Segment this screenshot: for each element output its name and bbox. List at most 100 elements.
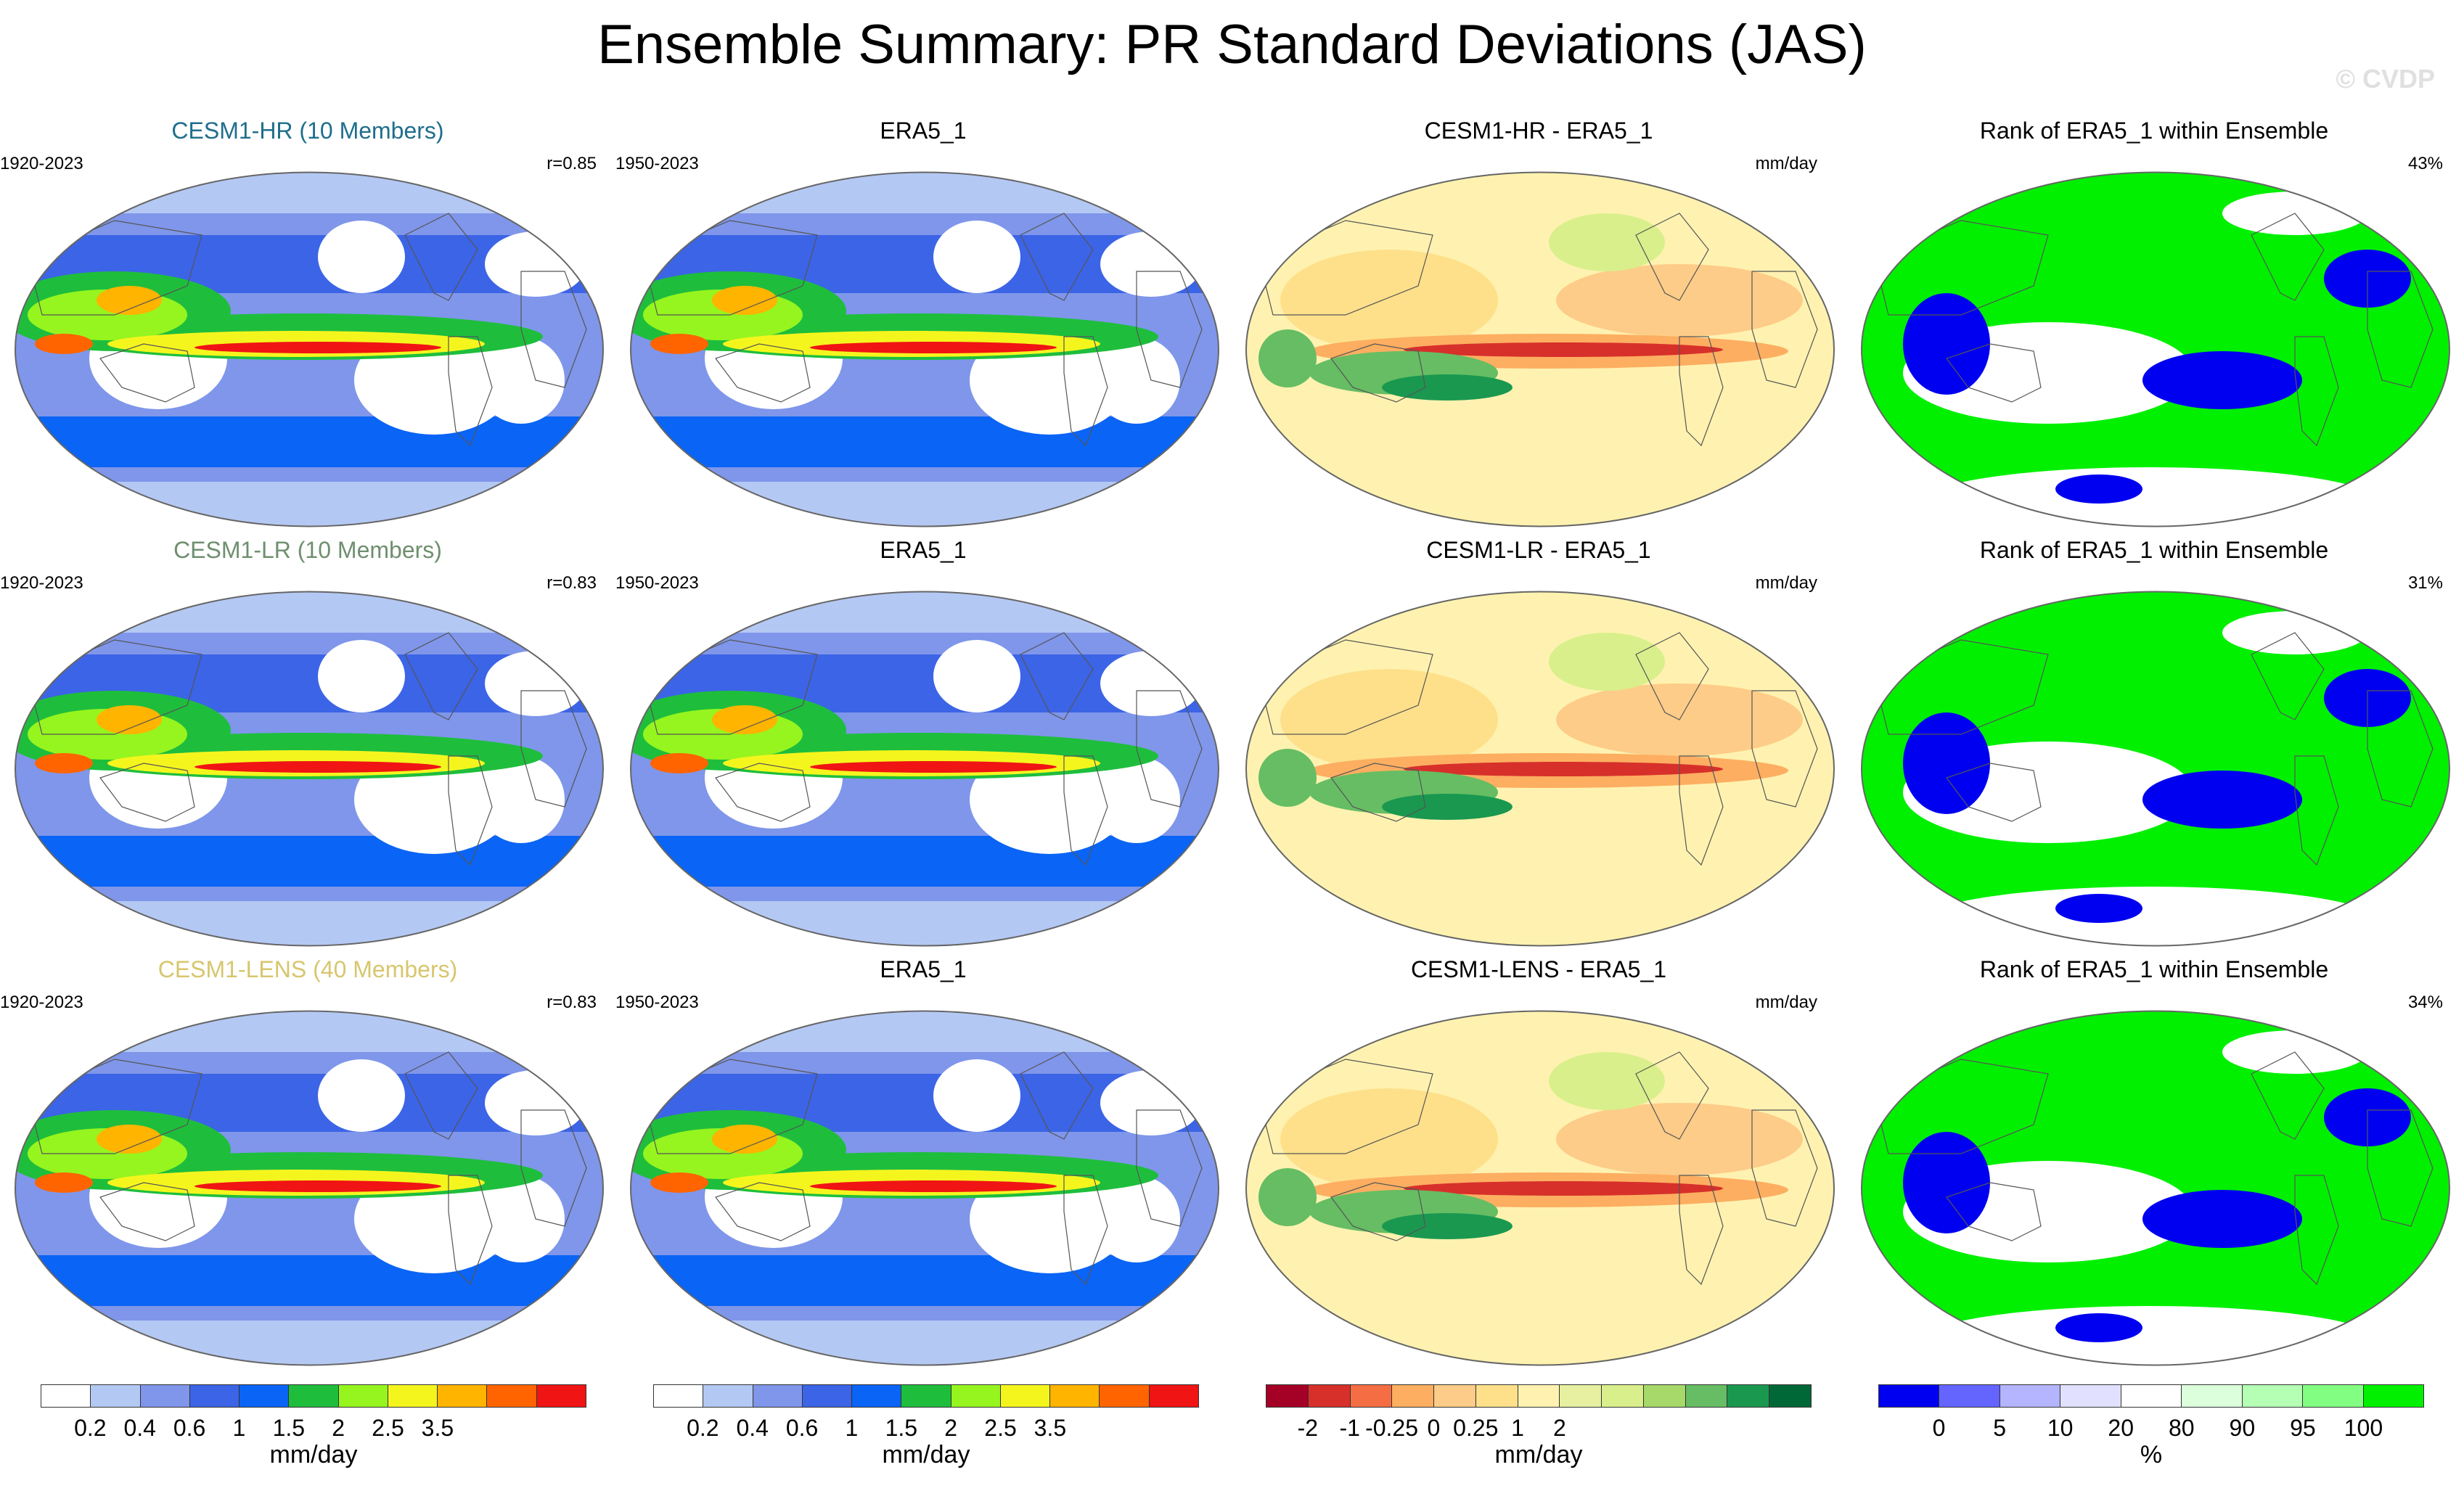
period-label: 1950-2023 (615, 993, 699, 1012)
colorbar-tick-label: 0.2 (687, 1415, 719, 1441)
panel-title: CESM1-LR - ERA5_1 (1426, 537, 1651, 563)
coastline-north-america (1020, 1051, 1094, 1140)
coastline-eurasia (642, 639, 818, 735)
rank-percentage-label: 43% (2407, 154, 2443, 173)
polar-band-south (631, 1320, 1219, 1365)
colorbar-tick-label: 5 (1993, 1415, 2007, 1441)
robinson-map (1244, 589, 1836, 948)
robinson-map (629, 170, 1221, 529)
rank-low-indian (1903, 293, 1990, 395)
coastlines (1258, 213, 1818, 447)
colorbar-box (1350, 1385, 1393, 1407)
colorbar-tick-label: 0 (1427, 1415, 1441, 1441)
south-indian-wet-core (1382, 794, 1513, 820)
panel-title: CESM1-HR (10 Members) (171, 118, 444, 144)
west-edge-wet-bias (1258, 1168, 1317, 1226)
colorbar-boxes (1266, 1384, 1812, 1408)
figure-title: Ensemble Summary: PR Standard Deviations… (597, 14, 1867, 75)
panel-obs-row2: ERA5_1 1950-2023 (615, 537, 1231, 954)
colorbar-boxes (653, 1384, 1199, 1408)
panel-diff-row2: CESM1-LR - ERA5_1 mm/day (1231, 537, 1846, 954)
map-outline (1245, 171, 1835, 527)
colorbar-box (1769, 1385, 1811, 1407)
colorbar-unit-label: mm/day (882, 1441, 970, 1469)
unit-label: mm/day (1755, 573, 1817, 593)
map-outline (1245, 1010, 1835, 1366)
colorbar-difference: mm/day -2 -1 -0.25 0 0.25 1 2 (1266, 1384, 1812, 1471)
map-model-svg (15, 1010, 604, 1366)
coastline-south-america (1063, 755, 1108, 866)
rank-low-southern-ocean (2055, 894, 2142, 923)
panel-title: Rank of ERA5_1 within Ensemble (1979, 118, 2329, 144)
period-label: 1950-2023 (615, 573, 699, 593)
dry-zone-n-pacific (318, 640, 405, 712)
colorbar-tick-label: 20 (2108, 1415, 2134, 1441)
rank-percentage-label: 34% (2407, 993, 2443, 1012)
coastline-north-america (2251, 632, 2325, 720)
colorbar-box (536, 1385, 586, 1407)
map-model-svg (15, 171, 604, 527)
coastlines (27, 1051, 587, 1286)
itcz-max (810, 761, 1057, 773)
panel-diff-row3: CESM1-LENS - ERA5_1 mm/day (1231, 956, 1846, 1373)
panel-diff-row1: CESM1-HR - ERA5_1 mm/day (1231, 118, 1846, 535)
coastline-south-america (448, 336, 493, 447)
coastline-africa (2367, 690, 2434, 808)
colorbar-box (289, 1385, 339, 1407)
bay-max (650, 1172, 708, 1193)
coastline-africa (2367, 271, 2434, 388)
map-rank-svg (1861, 171, 2450, 527)
south-asia-max (97, 1125, 162, 1154)
panel-title: CESM1-LENS (40 Members) (157, 956, 458, 982)
coastline-north-america (1635, 632, 1709, 720)
coastline-australia (715, 763, 811, 822)
coastline-australia (1330, 1182, 1426, 1241)
map-diff-svg (1245, 1010, 1835, 1366)
colorbar-box (2242, 1385, 2304, 1407)
colorbar-tick-label: 0.4 (736, 1415, 769, 1441)
map-outline (1861, 1010, 2450, 1366)
rank-low-indian (1903, 1132, 1990, 1233)
coastline-north-america (404, 632, 478, 720)
panel-model-row3: CESM1-LENS (40 Members) 1920-2023 r=0.83 (0, 956, 615, 1373)
coastline-africa (520, 271, 587, 388)
coastlines (642, 1051, 1203, 1286)
coastline-eurasia (27, 639, 202, 735)
panel-title: ERA5_1 (880, 956, 967, 982)
south-asia-max (712, 286, 777, 315)
coastlines (1873, 632, 2434, 866)
period-label: 1920-2023 (0, 154, 83, 173)
polar-band-south (631, 901, 1219, 946)
colorbar-box (1266, 1385, 1309, 1407)
map-outline (630, 1010, 1219, 1366)
colorbar-box (1560, 1385, 1603, 1407)
panel-title: Rank of ERA5_1 within Ensemble (1979, 537, 2329, 563)
colorbar-box (1602, 1385, 1644, 1407)
colorbar-boxes (41, 1384, 586, 1408)
panel-title: ERA5_1 (880, 118, 967, 144)
coastline-australia (99, 343, 195, 403)
colorbar-rank: % 0 5 10 20 80 90 95 100 (1878, 1384, 2424, 1471)
robinson-map (629, 1009, 1221, 1368)
panel-obs-row3: ERA5_1 1950-2023 (615, 956, 1231, 1373)
map-obs-svg (630, 591, 1219, 947)
panel-model-row2: CESM1-LR (10 Members) 1920-2023 r=0.83 (0, 537, 615, 954)
colorbar-tick-label: -2 (1297, 1415, 1319, 1441)
colorbar-box (1879, 1385, 1940, 1407)
period-label: 1950-2023 (615, 154, 699, 173)
itcz-difference-core (1404, 1181, 1723, 1196)
panel-title: ERA5_1 (880, 537, 967, 563)
pattern-correlation-label: r=0.83 (547, 993, 597, 1012)
map-rank-svg (1861, 1010, 2450, 1366)
coastlines (642, 213, 1203, 447)
colorbar-tick-label: 1 (845, 1415, 859, 1441)
pattern-correlation-label: r=0.83 (547, 573, 597, 593)
colorbar-tick-label: -0.25 (1365, 1415, 1418, 1441)
map-rank-svg (1861, 591, 2450, 947)
colorbar-box (1100, 1385, 1150, 1407)
coastline-eurasia (1873, 1059, 2049, 1154)
colorbar-box (1518, 1385, 1560, 1407)
colorbar-box (487, 1385, 537, 1407)
polar-band-north (15, 591, 603, 633)
itcz-max (195, 1180, 441, 1192)
